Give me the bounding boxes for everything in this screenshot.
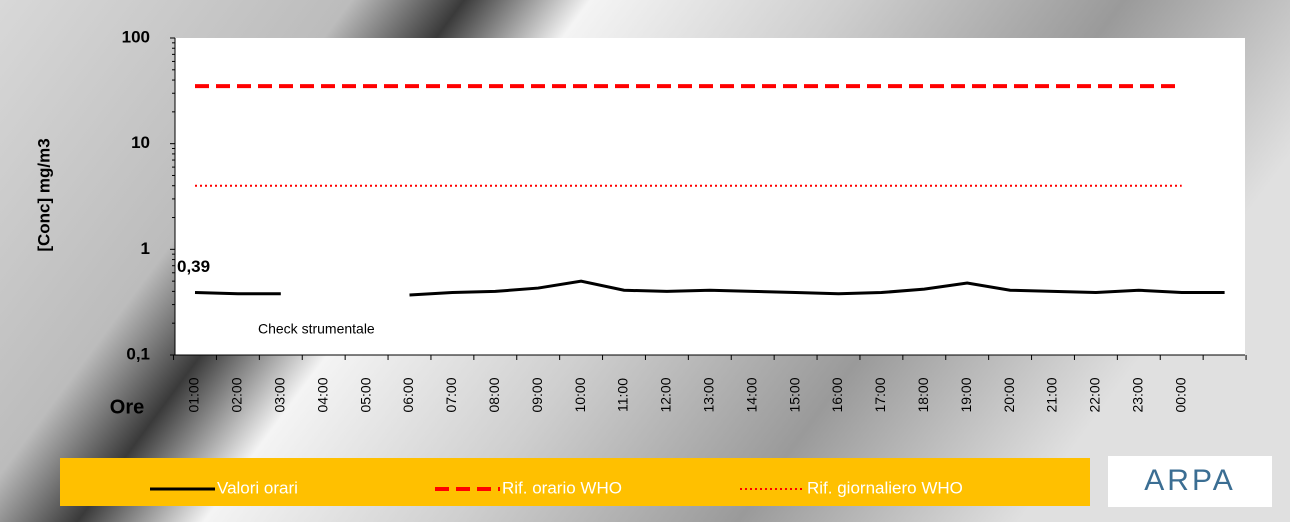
x-tick-label: 04:00	[314, 377, 330, 412]
x-tick-label: 07:00	[443, 377, 459, 412]
x-tick-label: 02:00	[229, 377, 245, 412]
x-tick-label: 05:00	[357, 377, 373, 412]
x-tick-label: 12:00	[658, 377, 674, 412]
x-axis-label: Ore	[110, 396, 144, 418]
legend	[60, 458, 1090, 506]
x-tick-label: 01:00	[186, 377, 202, 412]
y-tick-label: 1	[141, 239, 150, 258]
x-tick-label: 17:00	[872, 377, 888, 412]
x-tick-label: 03:00	[272, 377, 288, 412]
x-tick-label: 22:00	[1087, 377, 1103, 412]
plot-area	[175, 38, 1245, 355]
x-tick-label: 06:00	[400, 377, 416, 412]
x-tick-label: 23:00	[1130, 377, 1146, 412]
x-tick-label: 20:00	[1001, 377, 1017, 412]
annotation: Check strumentale	[258, 321, 375, 337]
x-tick-label: 11:00	[615, 378, 631, 412]
x-tick-label: 14:00	[743, 377, 759, 412]
y-tick-label: 100	[122, 27, 150, 46]
y-tick-label: 0,1	[126, 344, 150, 363]
data-label: 0,39	[177, 257, 210, 276]
x-tick-label: 09:00	[529, 377, 545, 412]
x-tick-label: 18:00	[915, 377, 931, 412]
x-tick-label: 21:00	[1044, 377, 1060, 412]
x-tick-label: 00:00	[1172, 377, 1188, 412]
x-tick-label: 08:00	[486, 377, 502, 412]
x-tick-label: 15:00	[786, 377, 802, 412]
logo-box	[1108, 456, 1272, 507]
legend-label: Valori orari	[217, 478, 298, 497]
x-tick-label: 10:00	[572, 377, 588, 412]
legend-label: Rif. giornaliero WHO	[807, 478, 963, 497]
legend-label: Rif. orario WHO	[502, 478, 622, 497]
y-tick-label: 10	[131, 133, 150, 152]
x-tick-label: 13:00	[701, 377, 717, 412]
series-line	[194, 291, 281, 296]
series-line	[409, 279, 1225, 297]
y-axis-label: [Conc] mg/m3	[34, 138, 53, 251]
logo: ARPA	[1144, 464, 1235, 497]
x-tick-label: 19:00	[958, 377, 974, 412]
x-tick-label: 16:00	[829, 377, 845, 412]
